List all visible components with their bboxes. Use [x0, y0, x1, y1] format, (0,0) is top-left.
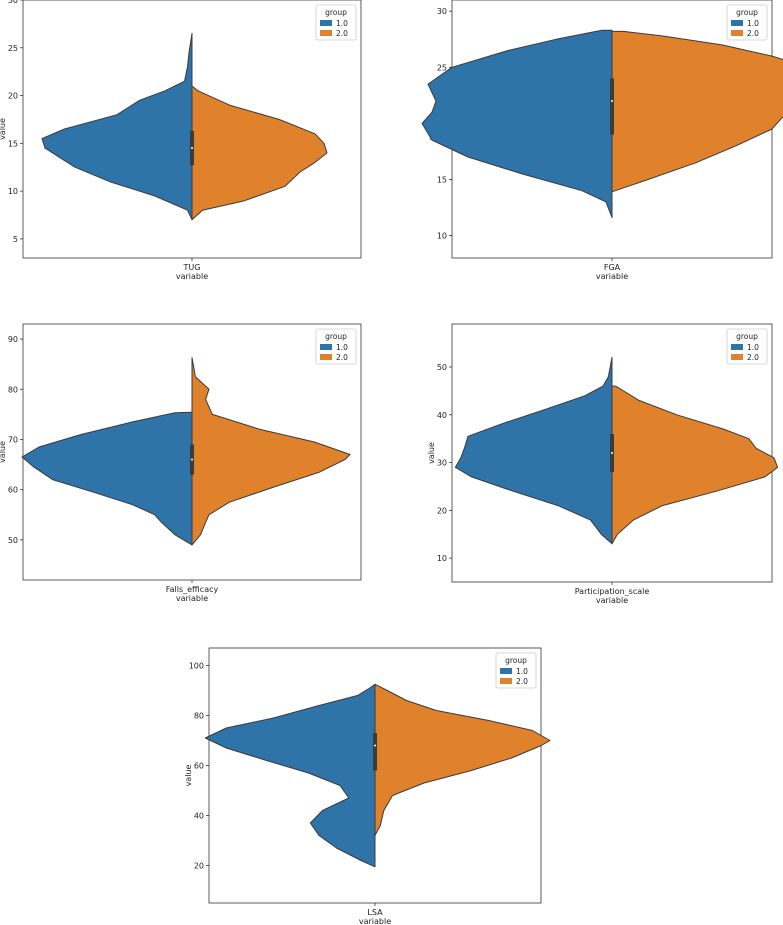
y-axis-label: value: [184, 765, 193, 787]
y-tick-label: 30: [437, 7, 447, 16]
legend-label: 2.0: [747, 353, 759, 362]
y-tick-label: 100: [189, 662, 204, 671]
legend: group 1.02.0: [726, 4, 768, 41]
y-tick-label: 10: [8, 187, 18, 196]
legend-swatch: [731, 20, 743, 26]
legend-swatch: [500, 668, 512, 674]
x-tick-label: Falls_efficacy: [166, 585, 219, 594]
chart-panel-fga: 1015202530valueFGAvariablegroup1.02.0: [421, 0, 783, 281]
y-tick-label: 20: [8, 92, 18, 101]
median-marker: [374, 744, 376, 747]
legend-swatch: [320, 30, 332, 36]
y-tick-label: 50: [437, 363, 447, 372]
y-tick-label: 10: [437, 554, 447, 563]
y-tick-label: 60: [194, 762, 204, 771]
x-axis-label: variable: [176, 272, 208, 281]
legend: group 1.02.0: [726, 328, 768, 365]
violin-half-group-2-0: [191, 357, 351, 546]
violin-half-group-1-0: [21, 411, 193, 546]
legend-label: 1.0: [747, 343, 759, 352]
y-axis-label: value: [0, 441, 7, 463]
y-tick-label: 60: [8, 486, 18, 495]
legend-label: 1.0: [516, 667, 528, 676]
violin-half-group-1-0: [41, 32, 193, 221]
y-axis-label: value: [0, 118, 7, 140]
legend: group 1.02.0: [315, 4, 357, 41]
legend-label: 2.0: [747, 29, 759, 38]
legend-swatch: [500, 678, 512, 684]
x-axis-label: variable: [596, 596, 628, 605]
y-tick-label: 90: [8, 335, 18, 344]
x-tick-label: Participation_scale: [575, 587, 650, 596]
y-tick-label: 25: [8, 44, 18, 53]
legend: group 1.02.0: [315, 328, 357, 365]
violin-half-group-2-0: [611, 385, 779, 545]
violin-half-group-2-0: [374, 683, 551, 836]
y-tick-label: 80: [194, 712, 204, 721]
legend-title: group: [736, 8, 758, 17]
legend-title: group: [325, 8, 347, 17]
y-tick-label: 80: [8, 385, 18, 394]
legend-label: 1.0: [336, 343, 348, 352]
median-marker: [611, 99, 613, 102]
legend-swatch: [320, 344, 332, 350]
violin-half-group-1-0: [204, 683, 376, 868]
y-tick-label: 10: [437, 232, 447, 241]
legend-swatch: [731, 30, 743, 36]
x-tick-label: TUG: [183, 263, 201, 272]
x-axis-label: variable: [359, 917, 391, 925]
violin-half-group-1-0: [421, 29, 613, 219]
legend-title: group: [325, 332, 347, 341]
y-tick-label: 40: [194, 812, 204, 821]
legend-swatch: [320, 20, 332, 26]
legend-label: 1.0: [336, 19, 348, 28]
legend-title: group: [505, 656, 527, 665]
legend-title: group: [736, 332, 758, 341]
y-axis-label: value: [427, 442, 436, 464]
x-axis-label: variable: [596, 272, 628, 281]
y-tick-label: 20: [437, 506, 447, 515]
y-tick-label: 50: [8, 536, 18, 545]
y-tick-label: 15: [8, 139, 18, 148]
chart-panel-participation-scale: 10 20 30 40 50 value Participation_scalevariab…: [427, 323, 779, 605]
y-tick-label: 70: [8, 435, 18, 444]
median-marker: [191, 458, 193, 461]
x-axis-label: variable: [176, 594, 208, 603]
quartile-box: [610, 78, 614, 135]
x-tick-label: FGA: [604, 263, 621, 272]
y-tick-label: 30: [8, 0, 18, 5]
median-marker: [191, 147, 193, 150]
violin-half-group-2-0: [611, 30, 783, 193]
legend-swatch: [731, 344, 743, 350]
legend-swatch: [320, 354, 332, 360]
legend-label: 2.0: [336, 353, 348, 362]
quartile-box: [373, 733, 377, 771]
y-tick-label: 20: [194, 862, 204, 871]
legend-swatch: [731, 354, 743, 360]
y-tick-label: 40: [437, 411, 447, 420]
legend-label: 2.0: [336, 29, 348, 38]
legend-label: 1.0: [747, 19, 759, 28]
y-tick-label: 15: [437, 175, 447, 184]
violin-half-group-1-0: [454, 356, 613, 545]
y-tick-label: 5: [13, 235, 18, 244]
x-tick-label: LSA: [367, 908, 383, 917]
legend: group 1.02.0: [495, 652, 537, 689]
violin-half-group-2-0: [191, 85, 328, 221]
median-marker: [611, 452, 613, 454]
y-tick-label: 25: [437, 63, 447, 72]
y-tick-label: 30: [437, 459, 447, 468]
legend-label: 2.0: [516, 677, 528, 686]
